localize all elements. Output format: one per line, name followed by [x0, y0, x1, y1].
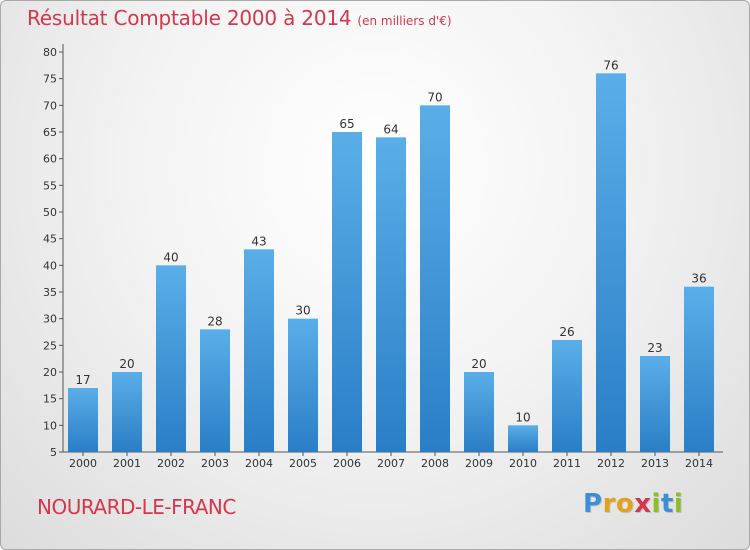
value-label-2004: 43	[251, 234, 266, 248]
value-label-2006: 65	[339, 117, 354, 131]
commune-name: NOURARD-LE-FRANC	[37, 495, 236, 519]
x-tick-label-2014: 2014	[685, 457, 713, 470]
logo-letter: r	[602, 489, 616, 519]
logo-letter: P	[583, 489, 603, 519]
value-label-2001: 20	[119, 357, 134, 371]
bar-2006	[332, 132, 362, 452]
value-label-2012: 76	[603, 58, 618, 72]
x-tick-label-2002: 2002	[157, 457, 185, 470]
value-label-2003: 28	[207, 314, 222, 328]
y-axis: 5 10 15 20 25 30 35 40 45 50 55 60 65 70 75 80	[43, 44, 64, 459]
bar-2002	[156, 265, 186, 452]
y-tick-label: 50	[43, 206, 57, 219]
chart-title: Résultat Comptable 2000 à 2014 (en millie…	[27, 6, 452, 30]
x-tick-label-2001: 2001	[113, 457, 141, 470]
y-tick-label: 45	[43, 233, 57, 246]
value-label-2011: 26	[559, 325, 574, 339]
y-tick-label: 60	[43, 153, 57, 166]
x-tick-label-2007: 2007	[377, 457, 405, 470]
value-label-2009: 20	[471, 357, 486, 371]
logo-letter: i	[651, 489, 661, 519]
logo-letter: i	[673, 489, 684, 519]
y-tick-label: 80	[43, 46, 57, 59]
bar-2007	[376, 137, 406, 453]
bar-2011	[552, 340, 582, 452]
value-label-2002: 40	[163, 250, 178, 264]
bar-2014	[684, 286, 714, 452]
value-label-2005: 30	[295, 304, 310, 318]
y-tick-label: 20	[43, 366, 57, 379]
y-tick-label: 55	[43, 179, 57, 192]
bar-2000	[68, 388, 98, 452]
value-label-2008: 70	[427, 90, 442, 104]
x-tick-label-2009: 2009	[465, 457, 493, 470]
bar-2004	[244, 249, 274, 452]
x-tick-label-2008: 2008	[421, 457, 449, 470]
value-label-2007: 64	[383, 122, 398, 136]
chart-subtitle: (en milliers d'€)	[357, 14, 452, 28]
y-tick-label: 40	[43, 259, 57, 272]
logo-letter: t	[660, 489, 674, 519]
title-text: Résultat Comptable 2000 à 2014	[27, 6, 352, 30]
y-tick-label: 35	[43, 286, 57, 299]
x-tick-label-2012: 2012	[597, 457, 625, 470]
value-label-2013: 23	[647, 341, 662, 355]
proxiti-logo: Proxiti	[583, 489, 683, 519]
logo-letter: x	[634, 489, 652, 519]
x-tick-label-2004: 2004	[245, 457, 273, 470]
bar-2010	[508, 425, 538, 452]
y-tick-label: 5	[50, 446, 57, 459]
x-tick-label-2000: 2000	[69, 457, 97, 470]
bar-2009	[464, 372, 494, 452]
bar-2001	[112, 372, 142, 452]
value-label-2010: 10	[515, 410, 530, 424]
x-tick-label-2011: 2011	[553, 457, 581, 470]
value-label-2000: 17	[75, 373, 90, 387]
y-tick-label: 30	[43, 313, 57, 326]
x-tick-label-2006: 2006	[333, 457, 361, 470]
bar-2013	[640, 356, 670, 452]
bar-2003	[200, 329, 230, 452]
x-tick-label-2003: 2003	[201, 457, 229, 470]
x-axis: 2000 2001 2002 2003 2004 2005 2006 2007 2008 2009…	[63, 451, 723, 470]
bar-2008	[420, 105, 450, 452]
value-label-2014: 36	[691, 272, 706, 286]
x-tick-label-2013: 2013	[641, 457, 669, 470]
y-tick-label: 65	[43, 126, 57, 139]
bar-2005	[288, 318, 318, 452]
y-tick-label: 15	[43, 393, 57, 406]
x-tick-label-2010: 2010	[509, 457, 537, 470]
y-tick-label: 10	[43, 419, 57, 432]
y-tick-label: 25	[43, 339, 57, 352]
y-tick-label: 75	[43, 73, 57, 86]
y-tick-label: 70	[43, 99, 57, 112]
bar-2012	[596, 73, 626, 452]
x-tick-label-2005: 2005	[289, 457, 317, 470]
logo-letter: o	[615, 489, 635, 519]
bars: 17 20 40 28 43 30 65 64 70 20 10 26 76 23 36	[68, 58, 714, 453]
